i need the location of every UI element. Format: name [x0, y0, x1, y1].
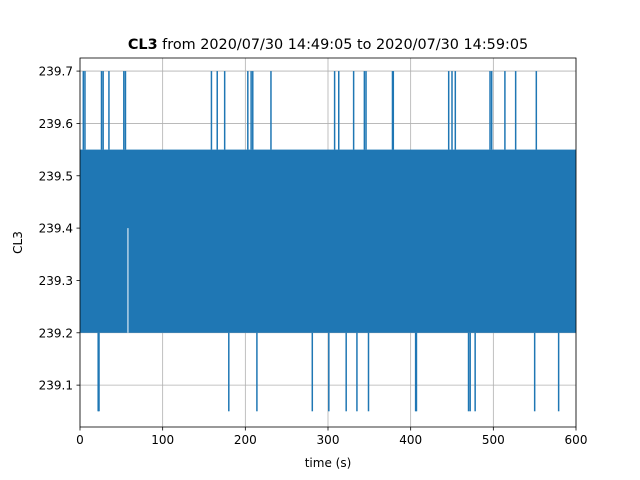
y-tick-label: 239.4 [39, 222, 73, 236]
x-tick-label: 100 [151, 433, 174, 447]
chart-title: CL3 from 2020/07/30 14:49:05 to 2020/07/… [128, 37, 528, 53]
y-tick-label: 239.2 [39, 326, 73, 340]
x-tick-label: 0 [76, 433, 84, 447]
x-tick-label: 300 [317, 433, 340, 447]
oscillation-band [80, 149, 576, 333]
ticks: 0 100 200 300 400 500 600 239.1 239.2 239.3 239.4 2… [39, 65, 588, 447]
y-tick-label: 239.7 [39, 65, 73, 79]
chart-title-bold: CL3 [128, 37, 158, 53]
x-tick-label: 500 [482, 433, 505, 447]
y-tick-label: 239.5 [39, 169, 73, 183]
x-tick-label: 200 [234, 433, 257, 447]
data-layer [80, 71, 576, 412]
y-tick-label: 239.6 [39, 117, 73, 131]
x-axis-label: time (s) [305, 456, 352, 470]
y-tick-label: 239.3 [39, 274, 73, 288]
x-tick-label: 400 [399, 433, 422, 447]
chart-title-rest: from 2020/07/30 14:49:05 to 2020/07/30 1… [158, 37, 529, 53]
y-tick-label: 239.1 [39, 379, 73, 393]
x-tick-label: 600 [565, 433, 588, 447]
y-axis-label: CL3 [11, 231, 25, 254]
